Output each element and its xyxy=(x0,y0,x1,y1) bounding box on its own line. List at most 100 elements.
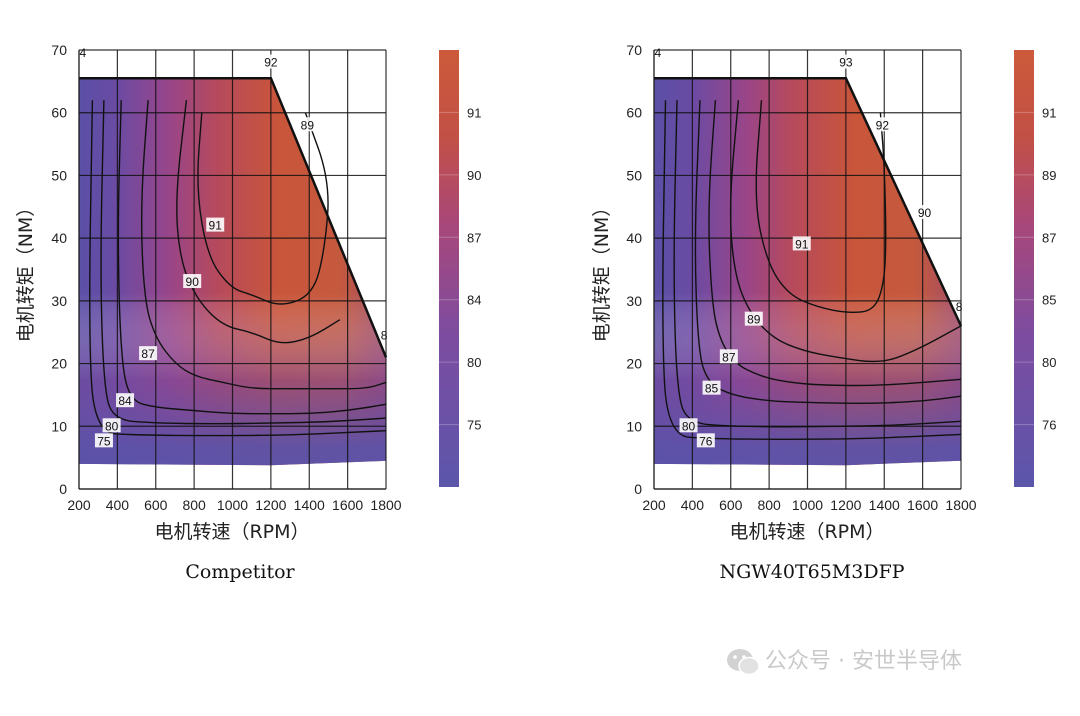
colorbar-level-label: 90 xyxy=(467,168,481,183)
contour-label-text: 89 xyxy=(747,313,761,327)
colorbar-level-label: 80 xyxy=(467,355,481,370)
y-tick-label: 40 xyxy=(626,230,642,246)
colorbar-level-label: 84 xyxy=(467,293,481,308)
panel-caption: NGW40T65M3DFP xyxy=(719,561,904,583)
contour-label-text: 90 xyxy=(918,206,932,220)
contour-label-text: 91 xyxy=(795,237,809,251)
colorbar: 76 80 85 87 89 91 xyxy=(1014,50,1056,487)
contour-label-text: 92 xyxy=(876,118,890,132)
axes xyxy=(78,50,386,490)
x-tick-label: 1400 xyxy=(869,497,900,513)
contour-line-84 xyxy=(117,100,387,415)
contour-label-background xyxy=(873,117,892,132)
contour-label-background xyxy=(702,380,721,395)
y-tick-label: 60 xyxy=(626,105,642,121)
contour-label-background xyxy=(679,418,698,433)
y-tick-label: 70 xyxy=(51,42,67,58)
x-tick-label: 1200 xyxy=(830,497,861,513)
contour-label: 4 xyxy=(654,46,661,60)
x-axis-label: 电机转速（RPM） xyxy=(729,521,884,543)
contour-label-text: 84 xyxy=(118,394,132,408)
x-tick-label: 1600 xyxy=(332,497,363,513)
y-tick-label: 60 xyxy=(51,105,67,121)
contour-line-91 xyxy=(197,112,329,305)
contour-line-80 xyxy=(673,100,962,428)
contour-label-background xyxy=(206,217,225,232)
contour-label: 89 xyxy=(744,311,763,327)
watermark: 公众号 · 安世半导体 xyxy=(727,649,962,676)
y-tick-label: 50 xyxy=(626,167,642,183)
x-tick-label: 1200 xyxy=(255,497,286,513)
x-tick-labels: 200 400 600 800 1000 1200 1400 1600 1800 xyxy=(642,497,976,513)
x-tick-label: 1800 xyxy=(945,497,976,513)
x-tick-labels: 200 400 600 800 1000 1200 1400 1600 1800 xyxy=(67,497,401,513)
x-tick-label: 600 xyxy=(144,497,168,513)
contour-label: 85 xyxy=(702,380,721,396)
x-tick-label: 1000 xyxy=(792,497,823,513)
contour-label: 8 xyxy=(381,328,388,342)
contour-label: 80 xyxy=(102,418,121,433)
contour-label-background xyxy=(298,117,317,132)
y-tick-label: 70 xyxy=(626,42,642,58)
y-tick-label: 10 xyxy=(51,418,67,434)
contour-label: 93 xyxy=(836,54,855,70)
contour-label-text: 93 xyxy=(839,56,853,70)
operating-boundary xyxy=(654,76,963,327)
contour-label-background xyxy=(261,54,280,69)
colorbar-level-label: 87 xyxy=(467,230,481,245)
contour-label-text: 8 xyxy=(381,328,388,342)
x-tick-label: 1800 xyxy=(370,497,401,513)
panel-caption: Competitor xyxy=(185,561,295,583)
contour-label-text: 87 xyxy=(722,350,736,364)
contour-label: 92 xyxy=(261,54,280,70)
colorbar-gradient xyxy=(439,50,459,487)
contour-label-background xyxy=(94,433,113,448)
y-tick-label: 40 xyxy=(51,230,67,246)
y-tick-label: 0 xyxy=(59,481,67,497)
contour-line-89 xyxy=(729,100,962,363)
y-axis-label: 电机转矩（NM） xyxy=(15,198,37,343)
x-tick-label: 200 xyxy=(642,497,666,513)
contour-label-text: 4 xyxy=(654,46,661,60)
contour-label: 4 xyxy=(79,46,86,60)
contour-label-text: 75 xyxy=(97,434,111,448)
y-tick-label: 10 xyxy=(626,418,642,434)
contour-line-87 xyxy=(140,100,387,390)
colorbar-level-label: 91 xyxy=(1042,105,1056,120)
contour-line-90 xyxy=(176,100,341,344)
contour-label-text: 4 xyxy=(79,46,86,60)
x-tick-label: 400 xyxy=(106,497,130,513)
contour-label: 90 xyxy=(915,205,934,220)
contour-label-text: 80 xyxy=(682,419,696,433)
contour-label: 91 xyxy=(206,217,225,233)
colorbar-level-label: 75 xyxy=(467,418,481,433)
contour-label: 76 xyxy=(696,433,715,448)
contour-label-background xyxy=(836,54,855,69)
contour-label-text: 92 xyxy=(264,56,278,70)
y-tick-label: 0 xyxy=(634,481,642,497)
wechat-icon xyxy=(727,649,760,676)
operating-boundary xyxy=(79,76,388,358)
x-tick-label: 800 xyxy=(757,497,781,513)
colorbar-level-label: 89 xyxy=(1042,168,1056,183)
x-tick-label: 200 xyxy=(67,497,91,513)
contour-label-background xyxy=(719,349,738,364)
contour-line-85 xyxy=(694,100,962,404)
contour-label: 87 xyxy=(139,346,158,361)
contour-label-text: 87 xyxy=(141,347,155,361)
y-axis-label: 电机转矩（NM） xyxy=(591,198,613,343)
contour-label-background xyxy=(183,274,202,289)
contour-label-background xyxy=(139,346,158,361)
colorbar-level-label: 76 xyxy=(1042,418,1056,433)
contour-label-background xyxy=(696,433,715,448)
x-tick-label: 1400 xyxy=(294,497,325,513)
axes xyxy=(653,50,961,490)
y-tick-label: 30 xyxy=(626,293,642,309)
contour-label-background xyxy=(744,311,763,326)
contour-label-text: 91 xyxy=(209,219,223,233)
contour-label-text: 76 xyxy=(699,434,713,448)
